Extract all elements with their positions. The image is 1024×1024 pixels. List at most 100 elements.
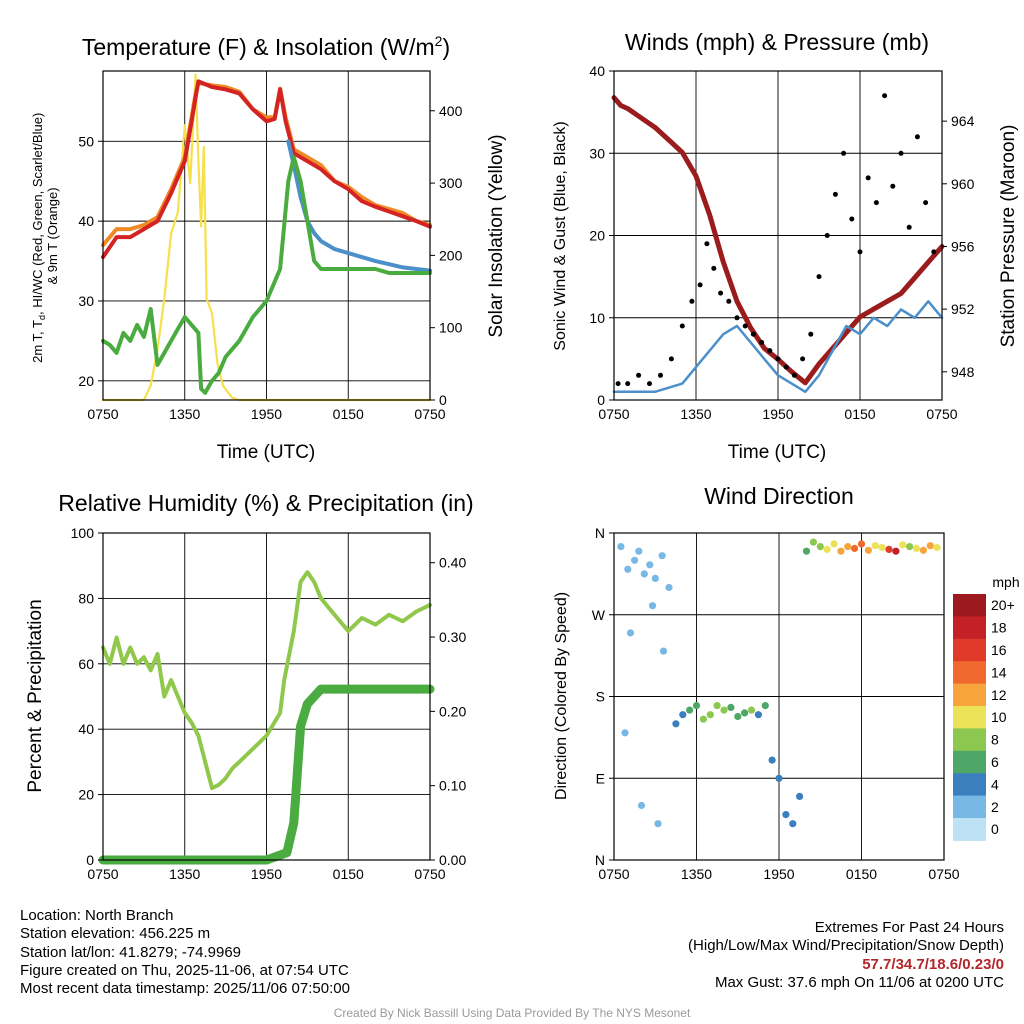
colorbar-label: 18 <box>991 620 1007 636</box>
colorbar-label: 2 <box>991 799 999 815</box>
figure-created: Figure created on Thu, 2025-11-06, at 07… <box>20 961 349 979</box>
wind-direction-point <box>892 547 900 555</box>
gust-point <box>704 241 710 247</box>
humidity-chart-title: Relative Humidity (%) & Precipitation (i… <box>58 490 473 516</box>
relative-humidity-series <box>101 570 432 791</box>
credit-line: Created By Nick Bassill Using Data Provi… <box>333 1006 691 1020</box>
gust-point <box>914 134 920 140</box>
gust-point <box>718 290 724 296</box>
temperature-y-axis-label: 2m T, Td, HI/WC (Red, Green, Scarlet/Blu… <box>30 109 60 363</box>
y-tick-label: 10 <box>589 310 605 326</box>
wind-direction-point <box>816 543 824 551</box>
colorbar-title: mph <box>992 574 1019 590</box>
wind-direction-point <box>871 542 879 550</box>
y-right-tick-label: 0.00 <box>439 852 466 868</box>
wind-direction-point <box>665 583 673 592</box>
x-tick-label: 1350 <box>169 406 200 422</box>
x-tick-label: 0750 <box>87 866 118 882</box>
gust-point <box>668 356 674 362</box>
wind-direction-point <box>844 543 852 551</box>
wind-direction-point <box>720 706 728 714</box>
temperature-panel: Temperature (F) & Insolation (W/m2) 0750… <box>30 33 507 463</box>
wind-direction-point <box>754 711 763 719</box>
y-right-tick-label: 956 <box>951 238 975 254</box>
y-right-tick-label: 0.10 <box>439 778 466 794</box>
temperature-chart-title: Temperature (F) & Insolation (W/m2) <box>82 33 450 60</box>
y-right-tick-label: 200 <box>439 247 463 263</box>
wind-direction-point <box>635 547 643 555</box>
x-tick-label: 1950 <box>251 866 282 882</box>
colorbar-label: 10 <box>991 709 1007 725</box>
wind-direction-point <box>734 712 742 721</box>
y-tick-label: 50 <box>78 133 94 149</box>
temperature-plot-frame <box>102 70 431 401</box>
y-tick-label: 40 <box>589 63 605 79</box>
wind-direction-point <box>857 540 866 548</box>
y-tick-label: 60 <box>78 656 94 672</box>
temperature-x-axis-label: Time (UTC) <box>217 442 316 463</box>
y-tick-label: 20 <box>78 373 94 389</box>
wind-direction-point <box>796 792 804 801</box>
y-right-tick-label: 0.30 <box>439 629 466 645</box>
wind-direction-point <box>624 565 632 573</box>
wind-direction-panel: Wind Direction 0750 1350 1950 0150 0750NESWN… <box>553 483 1020 882</box>
station-pressure-series <box>611 95 945 386</box>
colorbar-label: 0 <box>991 821 999 837</box>
extremes-info: Extremes For Past 24 Hours (High/Low/Max… <box>688 919 1004 992</box>
gust-point <box>865 175 871 181</box>
y-tick-label: W <box>592 607 606 623</box>
x-tick-label: 0750 <box>926 406 957 422</box>
station-latlon: Station lat/lon: 41.8279; -74.9969 <box>20 943 242 961</box>
x-tick-label: 0150 <box>333 866 364 882</box>
x-tick-label: 1350 <box>169 866 200 882</box>
gust-point <box>857 249 863 255</box>
y-right-tick-label: 100 <box>439 320 463 336</box>
x-tick-label: 0150 <box>844 406 875 422</box>
wind-direction-point <box>761 702 769 710</box>
colorbar-swatch <box>953 661 986 685</box>
sonic-wind-series <box>612 300 944 394</box>
gust-point <box>636 372 642 378</box>
wind-direction-point <box>837 547 845 555</box>
wind-direction-point <box>789 820 797 828</box>
gust-point <box>615 381 621 387</box>
colorbar-swatch <box>953 594 986 617</box>
recent-data-timestamp: Most recent data timestamp: 2025/11/06 0… <box>20 980 350 998</box>
wind-direction-y-axis-label: Direction (Colored By Speed) <box>553 592 570 800</box>
y-tick-label: S <box>596 689 605 705</box>
wind-direction-point <box>851 544 859 553</box>
wind-direction-point <box>686 706 694 714</box>
wind-direction-point <box>658 552 666 560</box>
wind-direction-point <box>654 820 662 828</box>
colorbar-swatch <box>953 795 986 819</box>
colorbar-swatch <box>953 638 986 662</box>
winds-chart-title: Winds (mph) & Pressure (mb) <box>625 29 929 55</box>
y-tick-label: N <box>595 852 605 868</box>
y-tick-label: 100 <box>71 525 95 541</box>
colorbar-swatch <box>953 818 986 841</box>
gust-point <box>759 339 765 345</box>
humidity-plot-frame <box>102 532 431 861</box>
gust-point <box>711 265 717 271</box>
colorbar-label: 4 <box>991 776 999 792</box>
wind-direction-point <box>823 545 831 554</box>
gust-point <box>898 150 904 156</box>
wind-direction-point <box>659 647 668 655</box>
gust-point <box>783 364 789 370</box>
gust-point <box>816 274 822 280</box>
y-tick-label: N <box>595 525 605 541</box>
y-right-tick-label: 964 <box>951 113 975 129</box>
station-location: Location: North Branch <box>20 907 174 924</box>
gust-point <box>658 372 663 378</box>
wind-direction-point <box>912 544 921 553</box>
colorbar-swatch <box>953 750 986 774</box>
y-tick-label: 40 <box>78 721 94 737</box>
gust-point <box>647 381 652 387</box>
wind-direction-point <box>648 602 657 610</box>
wind-direction-point <box>637 801 646 810</box>
gust-point <box>726 298 732 304</box>
gust-point <box>689 298 695 304</box>
max-gust: Max Gust: 37.6 mph On 11/06 at 0200 UTC <box>714 973 1004 991</box>
y-tick-label: E <box>596 770 605 786</box>
